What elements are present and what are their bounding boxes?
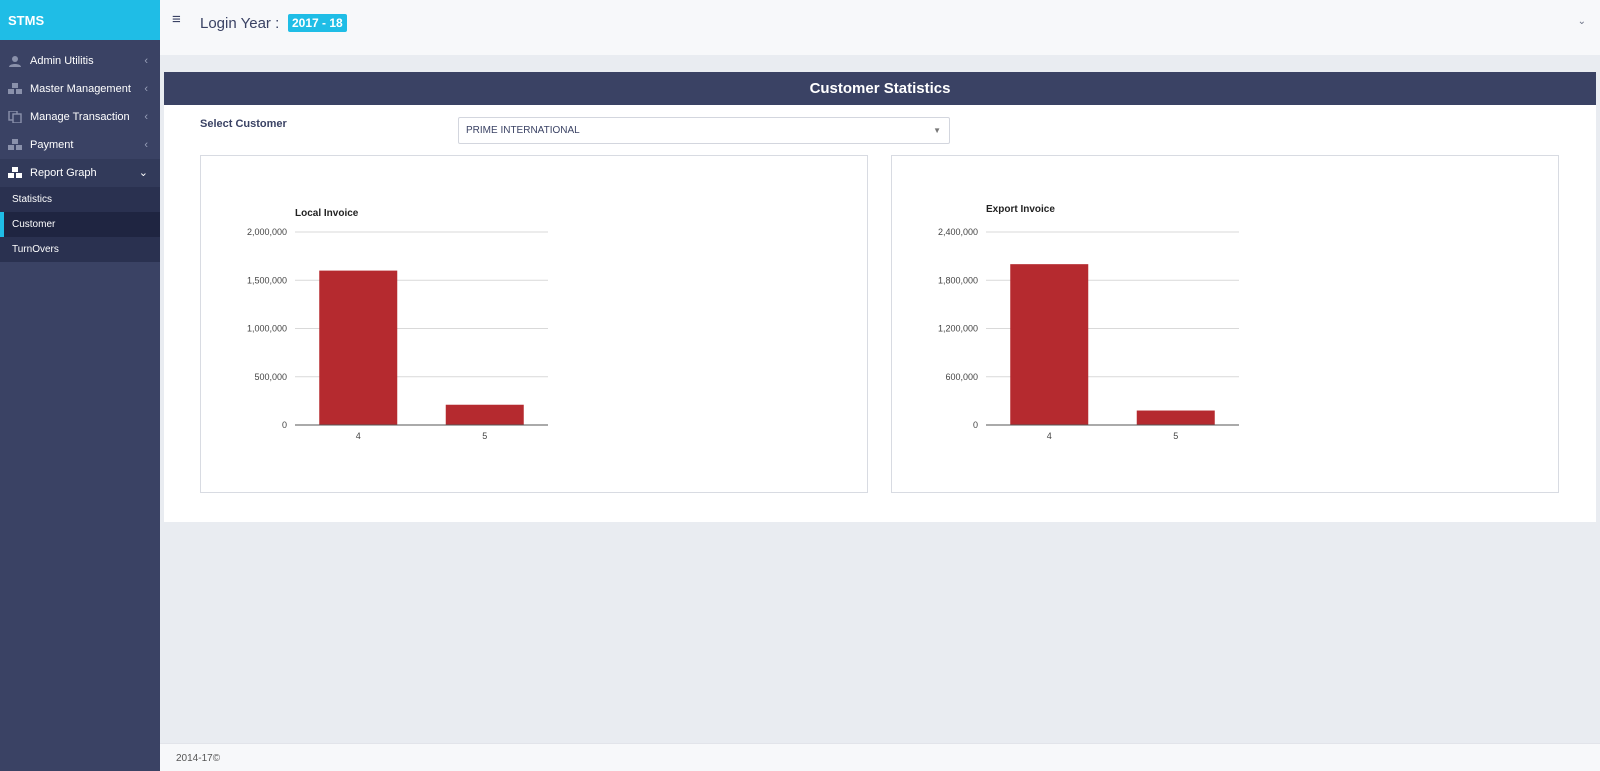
- sidebar-item-label: Payment: [30, 139, 74, 151]
- y-tick-label: 600,000: [945, 372, 978, 382]
- dropdown-arrow-icon: ▼: [933, 126, 941, 135]
- y-tick-label: 1,000,000: [247, 324, 287, 334]
- copy-icon: [8, 111, 22, 123]
- bar: [1136, 410, 1215, 425]
- sidebar-item-admin-utilitis[interactable]: Admin Utilitis ‹: [0, 47, 160, 75]
- customer-select[interactable]: PRIME INTERNATIONAL ▼: [458, 117, 950, 144]
- chart-title: Local Invoice: [295, 208, 359, 219]
- sidebar-item-label: Report Graph: [30, 167, 97, 179]
- report-graph-submenu: Statistics Customer TurnOvers: [0, 187, 160, 262]
- export-invoice-chart: Export Invoice 0 600,000 1,200,000 1,800,000…: [938, 204, 1239, 441]
- hamburger-menu-icon[interactable]: ≡: [172, 11, 181, 28]
- chevron-left-icon: ‹: [144, 139, 148, 151]
- sidebar-item-report-graph[interactable]: Report Graph ⌄: [0, 159, 160, 187]
- y-tick-label: 2,400,000: [938, 227, 978, 237]
- local-invoice-chart-box: Local Invoice 0 500,000 1,000,000 1,500,000 2…: [200, 155, 868, 493]
- y-tick-label: 2,000,000: [247, 227, 287, 237]
- panel-title: Customer Statistics: [164, 72, 1596, 105]
- top-header: ≡ Login Year : 2017 - 18 ⌄: [160, 0, 1600, 55]
- chevron-left-icon: ‹: [144, 111, 148, 123]
- y-tick-label: 500,000: [254, 372, 287, 382]
- submenu-item-turnovers[interactable]: TurnOvers: [12, 244, 59, 255]
- y-tick-label: 1,800,000: [938, 275, 978, 285]
- bar: [319, 270, 398, 425]
- year-badge: 2017 - 18: [288, 14, 347, 32]
- bar: [445, 404, 524, 425]
- y-tick-label: 1,500,000: [247, 275, 287, 285]
- export-invoice-chart-box: Export Invoice 0 600,000 1,200,000 1,800,000…: [891, 155, 1559, 493]
- chart-title: Export Invoice: [986, 204, 1055, 215]
- y-tick-label: 0: [973, 420, 978, 430]
- customer-select-value: PRIME INTERNATIONAL: [466, 125, 580, 136]
- local-invoice-chart: Local Invoice 0 500,000 1,000,000 1,500,000 2…: [247, 208, 548, 441]
- submenu-item-customer[interactable]: Customer: [0, 212, 160, 237]
- sidebar: STMS Admin Utilitis ‹ Master Management …: [0, 0, 160, 771]
- chevron-left-icon: ‹: [144, 83, 148, 95]
- sidebar-item-label: Manage Transaction: [30, 111, 130, 123]
- x-tick-label: 4: [356, 431, 361, 441]
- sidebar-item-label: Admin Utilitis: [30, 55, 94, 67]
- sidebar-item-payment[interactable]: Payment ‹: [0, 131, 160, 159]
- sidebar-item-label: Master Management: [30, 83, 131, 95]
- brand-logo[interactable]: STMS: [0, 0, 160, 40]
- x-tick-label: 5: [1173, 431, 1178, 441]
- login-year-label: Login Year :: [200, 15, 280, 32]
- cubes-icon: [8, 167, 22, 178]
- chevron-down-icon[interactable]: ⌄: [1577, 16, 1586, 27]
- y-tick-label: 0: [282, 420, 287, 430]
- y-tick-label: 1,200,000: [938, 324, 978, 334]
- x-tick-label: 4: [1047, 431, 1052, 441]
- footer-copyright: 2014-17©: [176, 753, 221, 764]
- user-icon: [9, 56, 21, 67]
- chevron-left-icon: ‹: [144, 55, 148, 67]
- sidebar-item-master-management[interactable]: Master Management ‹: [0, 75, 160, 103]
- cubes-icon: [8, 139, 22, 150]
- customer-statistics-panel: Customer Statistics Select Customer PRIM…: [164, 72, 1596, 522]
- cubes-icon: [8, 83, 22, 94]
- select-customer-label: Select Customer: [200, 118, 287, 130]
- sidebar-item-manage-transaction[interactable]: Manage Transaction ‹: [0, 103, 160, 131]
- bar: [1010, 264, 1089, 425]
- footer: 2014-17©: [160, 743, 1600, 771]
- x-tick-label: 5: [482, 431, 487, 441]
- chevron-down-icon: ⌄: [138, 167, 148, 179]
- submenu-item-statistics[interactable]: Statistics: [12, 194, 53, 205]
